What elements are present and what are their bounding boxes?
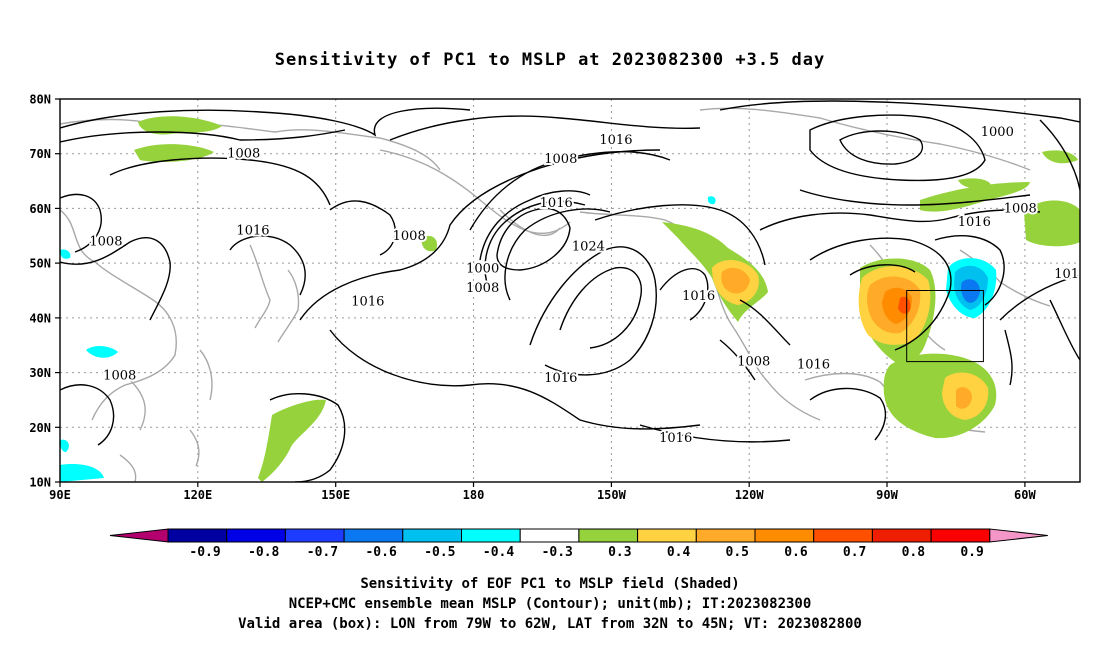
colorbar-label: 0.3 (608, 545, 631, 560)
colorbar-label: -0.3 (542, 545, 573, 560)
shade-patch (258, 399, 326, 482)
grid-lines (60, 99, 1080, 482)
contour-label: 1016 (351, 294, 384, 309)
shade-patch (60, 439, 69, 452)
caption-block: Sensitivity of EOF PC1 to MSLP field (Sh… (0, 574, 1100, 634)
shade-patch (898, 296, 911, 314)
colorbar-label: -0.6 (365, 545, 396, 560)
contour-label: 1008 (466, 281, 499, 296)
contour-label: 1016 (540, 196, 573, 211)
colorbar-segment (637, 528, 697, 543)
longitude-labels: 90E 120E 150E 180 150W 120W 90W 60W (49, 488, 1036, 502)
contour-label: 1016 (236, 223, 269, 238)
latitude-labels: 80N 70N 60N 50N 40N 30N 20N 10N (29, 93, 51, 490)
colorbar-low-arrow (109, 528, 169, 543)
contour-label: 1024 (572, 240, 605, 255)
contour-label: 1008 (227, 147, 260, 162)
shade-patch (956, 387, 972, 409)
lat-label: 70N (29, 147, 51, 161)
colorbar-label: -0.4 (483, 545, 514, 560)
caption-line-contour: NCEP+CMC ensemble mean MSLP (Contour); u… (288, 596, 812, 612)
colorbar-label: 0.9 (960, 545, 983, 560)
colorbar-label: -0.5 (424, 545, 455, 560)
mslp-contours (60, 100, 1080, 482)
colorbar-segment (930, 528, 991, 543)
lat-label: 10N (29, 476, 51, 490)
colorbar-segment (871, 528, 932, 543)
colorbar-label: -0.9 (189, 545, 220, 560)
contour-label: 1008 (737, 355, 770, 370)
shade-patch (958, 178, 991, 189)
contour-label: 1016 (682, 289, 715, 304)
colorbar-segment (226, 528, 286, 543)
contour-labels: 1016 1008 1008 1000 1016 1008 1016 1016 1008 1008… (87, 123, 1087, 448)
contour-label: 1008 (544, 152, 577, 167)
colorbar-label: 0.8 (902, 545, 926, 560)
shade-patch (86, 345, 118, 358)
colorbar-label: -0.8 (248, 545, 279, 560)
contour-label: 1008 (89, 234, 122, 249)
lon-label: 120E (183, 488, 212, 502)
valid-area-box (906, 290, 984, 363)
colorbar-label: 0.5 (726, 545, 749, 560)
colorbar-label: 0.7 (843, 545, 866, 560)
colorbar-label: 0.6 (784, 545, 808, 560)
shade-patch (60, 249, 71, 259)
contour-label: 1016 (599, 133, 632, 148)
contour-label: 1016 (1054, 267, 1087, 282)
contour-label: 1016 (659, 431, 692, 446)
colorbar-segment (167, 528, 228, 543)
contour-label: 1000 (981, 125, 1014, 140)
colorbar-segment (754, 528, 815, 543)
map-title: Sensitivity of PC1 to MSLP at 2023082300… (274, 50, 826, 70)
colorbar-segment (343, 528, 404, 543)
colorbar-segment (695, 528, 756, 543)
colorbar-segment (402, 528, 462, 543)
lon-label: 120W (735, 488, 765, 502)
lat-label: 80N (29, 93, 51, 107)
shade-patch (60, 464, 104, 482)
shade-patch (707, 196, 716, 205)
contour-label: 1016 (958, 215, 991, 230)
contour-label: 1000 (466, 262, 499, 277)
lon-label: 90W (876, 488, 898, 502)
colorbar-high-arrow (989, 528, 1048, 543)
shade-patch (1042, 150, 1078, 164)
lon-label: 60W (1014, 488, 1036, 502)
colorbar-segment (284, 528, 345, 543)
lat-label: 60N (29, 202, 51, 216)
lat-label: 20N (29, 421, 51, 435)
contour-label: 1008 (1004, 201, 1037, 216)
contour-label: 1016 (544, 371, 577, 386)
shade-patch (421, 235, 438, 252)
shade-patch (138, 116, 222, 135)
colorbar-segment (578, 528, 639, 543)
axis-ticks (55, 98, 1026, 487)
contour-label: 1008 (103, 368, 136, 383)
colorbar-label: -0.7 (307, 545, 338, 560)
contour-label: 1008 (393, 229, 426, 244)
lon-label: 150E (321, 488, 350, 502)
colorbar: -0.9 -0.8 -0.7 -0.6 -0.5 -0.4 -0.3 0.3 0.4 0.5 0.6… (109, 528, 1048, 560)
contour-label: 1016 (797, 357, 830, 372)
lat-label: 30N (29, 366, 51, 380)
lon-label: 90E (49, 488, 71, 502)
map-frame (59, 98, 1081, 483)
lon-label: 150W (597, 488, 627, 502)
shade-patch (134, 144, 214, 162)
lat-label: 40N (29, 311, 51, 325)
shaded-sensitivity (60, 116, 1080, 482)
colorbar-segment (519, 528, 580, 543)
colorbar-label: 0.4 (667, 545, 691, 560)
colorbar-segment (461, 528, 521, 543)
caption-line-valid-area: Valid area (box): LON from 79W to 62W, L… (238, 616, 862, 632)
lat-label: 50N (29, 257, 51, 271)
caption-line-shaded: Sensitivity of EOF PC1 to MSLP field (Sh… (360, 576, 740, 592)
shade-patch (961, 279, 980, 303)
lon-label: 180 (463, 488, 485, 502)
shade-patch (721, 267, 750, 294)
colorbar-segment (813, 528, 873, 543)
